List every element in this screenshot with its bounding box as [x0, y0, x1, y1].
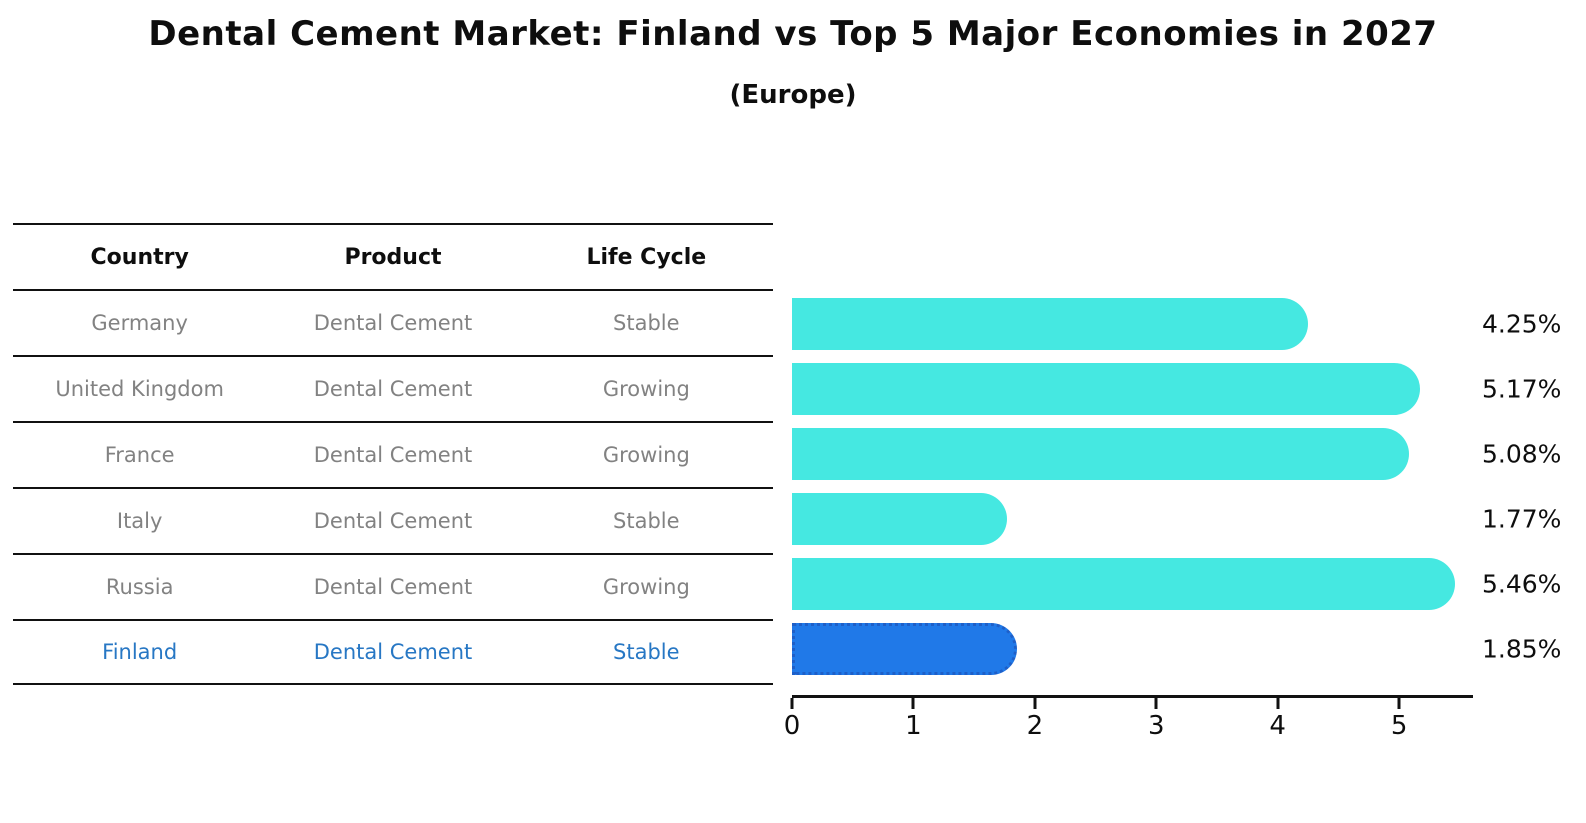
x-axis-tick: [790, 698, 794, 709]
cell-country: Germany: [91, 311, 188, 335]
value-label-united-kingdom: 5.17%: [1482, 374, 1562, 404]
cell-life-cycle: Growing: [602, 377, 690, 401]
value-label-france: 5.08%: [1482, 439, 1562, 469]
cell-life-cycle: Growing: [602, 443, 690, 467]
x-axis-line: [792, 695, 1473, 698]
bar-france: [792, 428, 1409, 480]
x-axis-tick-label: 3: [1148, 711, 1165, 741]
cell-country: Italy: [116, 509, 163, 533]
cell-life-cycle: Stable: [613, 640, 680, 664]
x-axis-tick: [1154, 698, 1158, 709]
x-axis-tick-label: 5: [1390, 711, 1408, 741]
x-axis-tick: [1033, 698, 1037, 709]
bar-germany: [792, 298, 1309, 350]
table-row-finland: Finland Dental Cement Stable: [13, 619, 773, 685]
cell-product: Dental Cement: [313, 377, 473, 401]
x-axis-tick-label: 0: [783, 711, 801, 741]
x-axis-tick: [1397, 698, 1401, 709]
table-row-france: France Dental Cement Growing: [13, 421, 773, 487]
x-axis-tick-label: 4: [1269, 711, 1286, 741]
bar-russia: [792, 558, 1455, 610]
table-row-italy: Italy Dental Cement Stable: [13, 487, 773, 553]
cell-country: Russia: [105, 575, 174, 599]
column-header-product: Product: [344, 244, 442, 270]
bar-united-kingdom: [792, 363, 1420, 415]
cell-product: Dental Cement: [313, 575, 473, 599]
cell-country: United Kingdom: [55, 377, 224, 401]
x-axis-tick: [911, 698, 915, 709]
value-label-germany: 4.25%: [1482, 309, 1562, 339]
table-row-united-kingdom: United Kingdom Dental Cement Growing: [13, 355, 773, 421]
column-header-life-cycle: Life Cycle: [586, 244, 707, 270]
bar-chart-plot-area: 4.25% 5.17% 5.08% 1.77% 5.46% 1.85% 0 1 …: [784, 285, 1561, 741]
cell-life-cycle: Stable: [613, 509, 680, 533]
cell-life-cycle: Growing: [602, 575, 690, 599]
x-axis-tick-label: 2: [1026, 711, 1044, 741]
cell-country: Finland: [102, 640, 178, 664]
cell-product: Dental Cement: [313, 509, 473, 533]
x-axis-tick: [1276, 698, 1280, 709]
chart-subtitle: (Europe): [729, 80, 857, 110]
table-header-row: Country Product Life Cycle: [13, 223, 773, 289]
table-row-germany: Germany Dental Cement Stable: [13, 289, 773, 355]
bar-finland-highlighted: [792, 623, 1017, 675]
value-label-finland: 1.85%: [1482, 634, 1562, 664]
cell-product: Dental Cement: [313, 640, 473, 664]
value-label-italy: 1.77%: [1482, 504, 1562, 534]
table-row-russia: Russia Dental Cement Growing: [13, 553, 773, 619]
cell-product: Dental Cement: [313, 311, 473, 335]
cell-life-cycle: Stable: [613, 311, 680, 335]
cell-product: Dental Cement: [313, 443, 473, 467]
value-label-russia: 5.46%: [1482, 569, 1562, 599]
cell-country: France: [104, 443, 175, 467]
bar-italy: [792, 493, 1007, 545]
column-header-country: Country: [90, 244, 189, 270]
country-table: Country Product Life Cycle Germany Denta…: [13, 223, 773, 685]
x-axis-tick-label: 1: [905, 711, 922, 741]
chart-title: Dental Cement Market: Finland vs Top 5 M…: [148, 14, 1438, 54]
